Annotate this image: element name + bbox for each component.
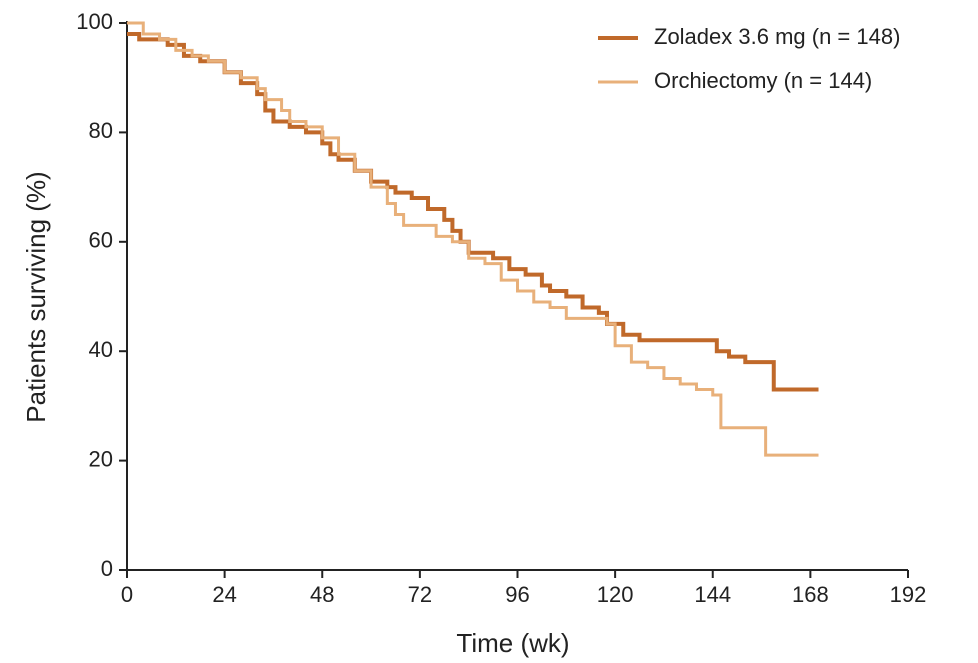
x-tick-label: 192 (890, 582, 927, 607)
x-tick-label: 48 (310, 582, 334, 607)
legend-label: Orchiectomy (n = 144) (654, 68, 872, 93)
y-tick-label: 20 (89, 446, 113, 471)
x-tick-label: 72 (408, 582, 432, 607)
x-tick-label: 24 (212, 582, 236, 607)
y-axis-label: Patients surviving (%) (21, 171, 51, 422)
y-tick-label: 0 (101, 556, 113, 581)
x-axis-label: Time (wk) (456, 628, 569, 658)
survival-line (127, 21, 819, 457)
x-tick-label: 120 (597, 582, 634, 607)
x-tick-label: 144 (694, 582, 731, 607)
x-tick-label: 168 (792, 582, 829, 607)
y-tick-label: 100 (76, 9, 113, 34)
y-tick-label: 60 (89, 228, 113, 253)
y-tick-label: 40 (89, 337, 113, 362)
x-tick-label: 0 (121, 582, 133, 607)
x-tick-label: 96 (505, 582, 529, 607)
legend-label: Zoladex 3.6 mg (n = 148) (654, 24, 900, 49)
y-tick-label: 80 (89, 118, 113, 143)
